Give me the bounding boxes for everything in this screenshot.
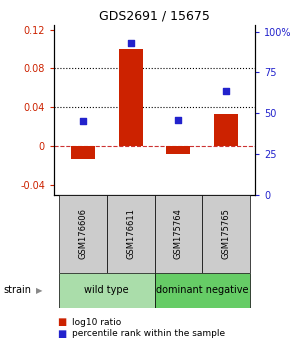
Point	[176, 117, 181, 122]
Point	[80, 118, 85, 123]
Bar	[154, 195, 202, 273]
Text: GSM176606: GSM176606	[78, 208, 87, 259]
Bar	[167, 146, 191, 154]
Text: log10 ratio: log10 ratio	[72, 318, 121, 327]
Bar	[59, 273, 154, 308]
Text: wild type: wild type	[84, 285, 129, 295]
Bar	[71, 146, 95, 159]
Bar	[154, 273, 250, 308]
Point	[128, 40, 133, 46]
Text: percentile rank within the sample: percentile rank within the sample	[72, 329, 225, 338]
Text: ■: ■	[57, 329, 66, 339]
Bar	[214, 114, 238, 146]
Text: dominant negative: dominant negative	[156, 285, 249, 295]
Bar	[106, 195, 154, 273]
Text: GSM175764: GSM175764	[174, 208, 183, 259]
Text: strain: strain	[3, 285, 31, 295]
Bar	[202, 195, 250, 273]
Bar	[59, 195, 106, 273]
Text: GSM175765: GSM175765	[222, 208, 231, 259]
Title: GDS2691 / 15675: GDS2691 / 15675	[99, 9, 210, 22]
Bar	[118, 49, 142, 146]
Point	[224, 88, 229, 94]
Text: ▶: ▶	[36, 286, 43, 295]
Text: GSM176611: GSM176611	[126, 208, 135, 259]
Text: ■: ■	[57, 317, 66, 327]
